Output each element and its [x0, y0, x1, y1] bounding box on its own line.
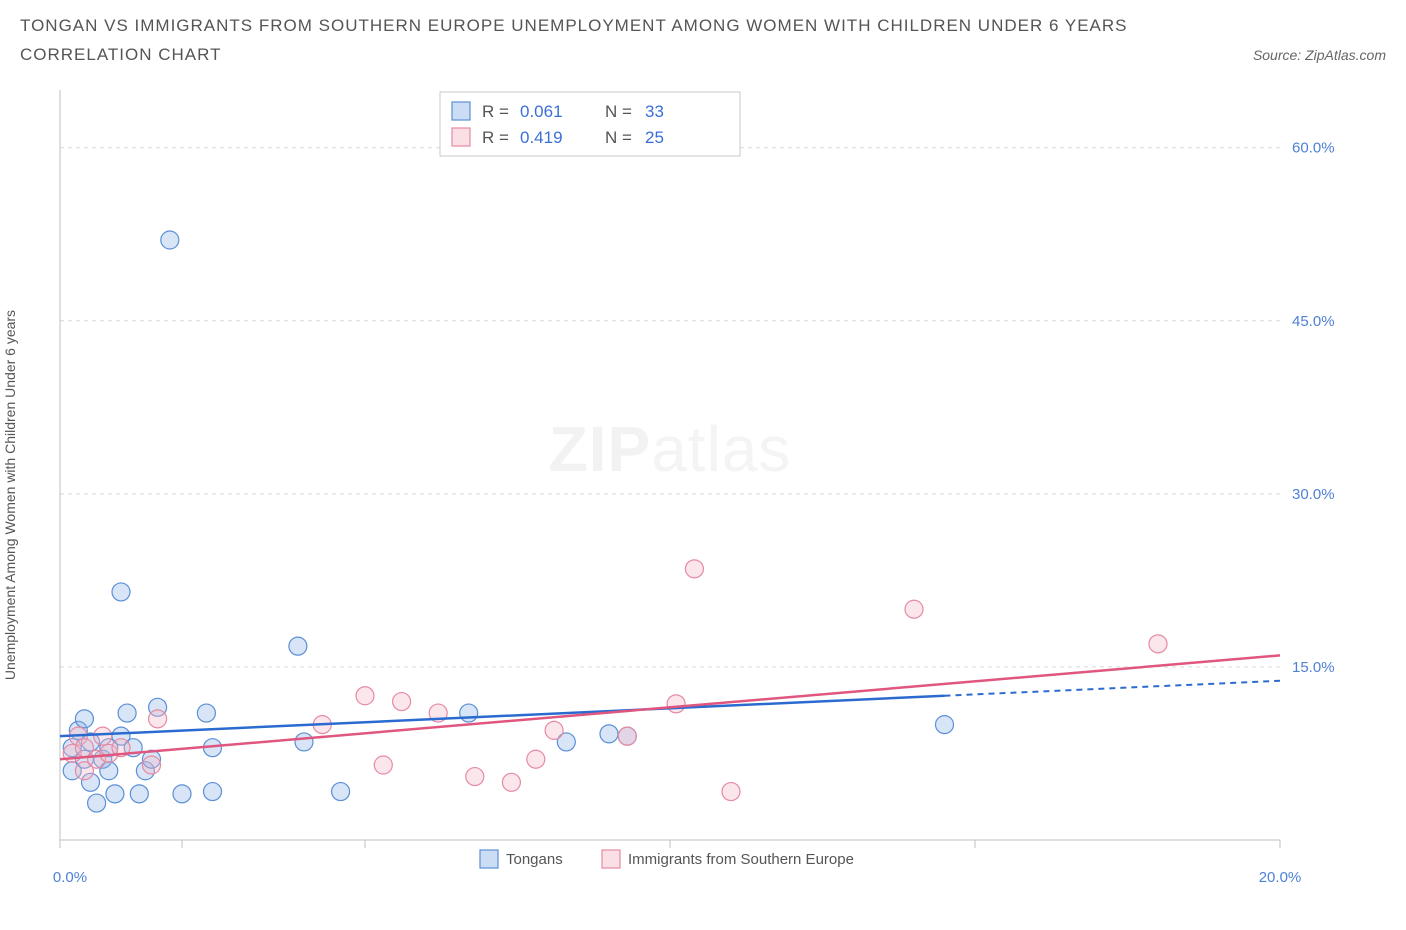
legend-swatch — [452, 102, 470, 120]
y-tick-label: 15.0% — [1292, 659, 1335, 676]
data-point — [106, 785, 124, 803]
data-point — [460, 704, 478, 722]
legend-r-value: 0.061 — [520, 102, 563, 121]
data-point — [94, 727, 112, 745]
data-point — [685, 560, 703, 578]
data-point — [905, 600, 923, 618]
data-point — [393, 692, 411, 710]
scatter-chart: ZIPatlas 15.0% 30.0% 45.0% 60.0% 0.0% 20.0% R =… — [20, 80, 1360, 910]
data-point — [204, 782, 222, 800]
y-tick-label: 60.0% — [1292, 139, 1335, 156]
data-point — [667, 695, 685, 713]
trend-line — [60, 696, 945, 736]
legend-swatch — [452, 128, 470, 146]
trend-line — [60, 655, 1280, 759]
data-point — [75, 710, 93, 728]
y-tick-label: 30.0% — [1292, 486, 1335, 503]
data-point — [527, 750, 545, 768]
data-point — [936, 715, 954, 733]
data-point — [1149, 635, 1167, 653]
data-point — [374, 756, 392, 774]
y-axis-title: Unemployment Among Women with Children U… — [2, 310, 18, 680]
source-label: Source: ZipAtlas.com — [1253, 47, 1386, 63]
data-point — [722, 782, 740, 800]
data-point — [600, 725, 618, 743]
data-point — [545, 721, 563, 739]
series-legend: Tongans Immigrants from Southern Europe — [480, 850, 854, 868]
data-point — [143, 756, 161, 774]
data-point — [118, 704, 136, 722]
chart-header: TONGAN VS IMMIGRANTS FROM SOUTHERN EUROP… — [0, 0, 1406, 70]
data-point — [295, 733, 313, 751]
data-point — [618, 727, 636, 745]
data-point — [502, 773, 520, 791]
legend-swatch — [480, 850, 498, 868]
data-point — [112, 583, 130, 601]
legend-n-value: 25 — [645, 128, 664, 147]
chart-title-line1: TONGAN VS IMMIGRANTS FROM SOUTHERN EUROP… — [20, 12, 1386, 41]
data-point — [197, 704, 215, 722]
data-point — [149, 710, 167, 728]
legend-n-label: N = — [605, 128, 632, 147]
legend-r-label: R = — [482, 128, 509, 147]
legend-r-value: 0.419 — [520, 128, 563, 147]
y-tick-label: 45.0% — [1292, 313, 1335, 330]
x-tick-label-min: 0.0% — [53, 869, 87, 886]
legend-n-label: N = — [605, 102, 632, 121]
legend-n-value: 33 — [645, 102, 664, 121]
legend-swatch — [602, 850, 620, 868]
chart-title-line2: CORRELATION CHART — [20, 41, 222, 70]
data-point — [88, 794, 106, 812]
data-point — [130, 785, 148, 803]
data-point — [356, 687, 374, 705]
x-tick-label-max: 20.0% — [1259, 869, 1302, 886]
chart-container: Unemployment Among Women with Children U… — [20, 80, 1386, 910]
data-point — [161, 231, 179, 249]
watermark: ZIPatlas — [549, 413, 792, 485]
data-point — [466, 767, 484, 785]
trend-line-extension — [945, 681, 1281, 696]
data-point — [173, 785, 191, 803]
legend-r-label: R = — [482, 102, 509, 121]
legend-series-label: Tongans — [506, 851, 563, 868]
legend-series-label: Immigrants from Southern Europe — [628, 851, 854, 868]
data-point — [332, 782, 350, 800]
data-point — [289, 637, 307, 655]
